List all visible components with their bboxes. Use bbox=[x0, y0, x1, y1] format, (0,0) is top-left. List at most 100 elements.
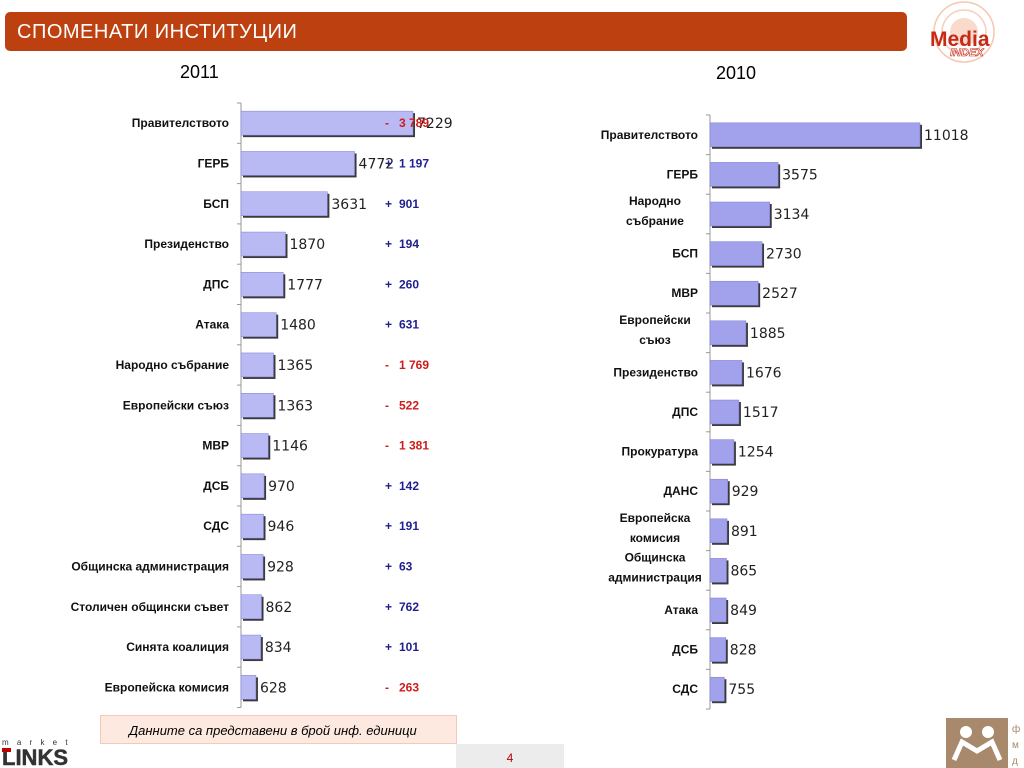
year-2011-label: 2011 bbox=[180, 62, 219, 82]
change-value: 1 769 bbox=[399, 358, 429, 372]
change-sign: - bbox=[385, 680, 389, 694]
bar-value-label: 862 bbox=[266, 600, 293, 616]
bar-value-label: 2527 bbox=[762, 286, 798, 302]
title-banner: СПОМЕНАТИ ИНСТИТУЦИИ bbox=[5, 12, 907, 51]
change-sign: - bbox=[385, 116, 389, 130]
bar bbox=[240, 513, 264, 539]
change-value: 194 bbox=[399, 237, 419, 251]
change-sign: + bbox=[385, 479, 392, 493]
change-value: 260 bbox=[399, 277, 419, 291]
svg-text:ф: ф bbox=[1012, 723, 1020, 735]
category-label: ДАНС bbox=[663, 484, 698, 498]
category-label: Атака bbox=[664, 603, 698, 617]
bar-value-label: 2730 bbox=[766, 247, 802, 263]
year-2010-label: 2010 bbox=[716, 63, 757, 83]
svg-text:м: м bbox=[1012, 740, 1019, 751]
change-value: 263 bbox=[399, 680, 419, 694]
category-label: ДСБ bbox=[203, 479, 229, 493]
footnote-box: Данните са представени в брой инф. едини… bbox=[100, 715, 457, 744]
category-label: Европейска комисия bbox=[105, 680, 229, 694]
category-label: ДСБ bbox=[672, 643, 698, 657]
category-label: Атака bbox=[195, 318, 229, 332]
bar-value-label: 834 bbox=[265, 640, 292, 656]
bar bbox=[709, 360, 743, 385]
chart-2010: 11018 Правителството 3575 ГЕРБ 3134 Народно съ… bbox=[601, 114, 969, 710]
category-label: Синята коалиция bbox=[126, 640, 229, 654]
bar-value-label: 865 bbox=[730, 563, 757, 579]
change-value: 101 bbox=[399, 640, 419, 654]
bar bbox=[240, 352, 274, 378]
bar-value-label: 828 bbox=[730, 643, 757, 659]
category-label: Президенство bbox=[144, 237, 229, 251]
category-label: Общинска bbox=[625, 550, 686, 564]
category-label: Европейска bbox=[620, 511, 691, 525]
change-sign: + bbox=[385, 237, 392, 251]
bar bbox=[240, 151, 355, 176]
svg-text:INDEX: INDEX bbox=[950, 47, 984, 59]
bar-value-label: 3134 bbox=[774, 207, 810, 223]
bar-value-label: 4772 bbox=[359, 156, 395, 172]
market-links-top-text: m a r k e t bbox=[2, 738, 71, 747]
bar-value-label: 946 bbox=[268, 519, 295, 535]
change-sign: + bbox=[385, 318, 392, 332]
category-label: Прокуратура bbox=[621, 445, 698, 459]
page-number-box: 4 bbox=[456, 744, 564, 768]
change-value: 63 bbox=[399, 559, 413, 573]
category-label: Народно събрание bbox=[116, 358, 230, 372]
category-label: СДС bbox=[672, 682, 698, 696]
bar bbox=[240, 433, 269, 458]
category-label: Общинска администрация bbox=[71, 559, 229, 573]
change-sign: + bbox=[385, 640, 392, 654]
category-label: БСП bbox=[672, 247, 698, 261]
bar-value-label: 755 bbox=[728, 682, 755, 698]
market-links-bottom-text: LINKS bbox=[2, 745, 68, 768]
bar bbox=[709, 558, 727, 583]
category-label: Правителството bbox=[601, 128, 698, 142]
category-label: БСП bbox=[203, 197, 229, 211]
change-sign: + bbox=[385, 519, 392, 533]
category-label: ГЕРБ bbox=[667, 167, 699, 181]
bar bbox=[709, 637, 727, 662]
bar-value-label: 1777 bbox=[287, 277, 323, 293]
page-number: 4 bbox=[506, 751, 514, 765]
bar-value-label: 1480 bbox=[280, 318, 316, 334]
bar bbox=[240, 634, 262, 660]
bar-value-label: 628 bbox=[260, 680, 287, 696]
bar bbox=[240, 312, 277, 337]
bar bbox=[709, 518, 728, 544]
bar-value-label: 1885 bbox=[750, 326, 786, 342]
bar-value-label: 849 bbox=[730, 603, 757, 619]
category-label: МВР bbox=[202, 439, 229, 453]
bar bbox=[709, 478, 728, 504]
bar bbox=[709, 597, 727, 623]
category-label: Столичен общински съвет bbox=[71, 600, 230, 614]
change-sign: + bbox=[385, 156, 392, 170]
bar bbox=[709, 241, 763, 266]
bar bbox=[709, 280, 759, 306]
change-sign: + bbox=[385, 197, 392, 211]
bar bbox=[240, 554, 264, 579]
bar-value-label: 928 bbox=[267, 559, 294, 575]
change-value: 631 bbox=[399, 318, 419, 332]
bar-value-label: 1146 bbox=[272, 439, 308, 455]
change-sign: + bbox=[385, 277, 392, 291]
bar bbox=[709, 439, 735, 464]
bar-value-label: 1517 bbox=[743, 405, 779, 421]
bar-value-label: 3575 bbox=[782, 167, 818, 183]
bar bbox=[240, 675, 257, 700]
bar-value-label: 929 bbox=[732, 484, 759, 500]
change-value: 191 bbox=[399, 519, 419, 533]
bar-value-label: 970 bbox=[268, 479, 295, 495]
svg-text:Media: Media bbox=[930, 28, 990, 51]
category-label: ДПС bbox=[203, 277, 229, 291]
category-label: администрация bbox=[608, 570, 701, 584]
change-sign: + bbox=[385, 559, 392, 573]
bar-value-label: 1254 bbox=[738, 445, 774, 461]
category-label: Европейски съюз bbox=[123, 398, 229, 412]
bar bbox=[240, 594, 262, 619]
change-value: 142 bbox=[399, 479, 419, 493]
market-links-logo: m a r k e t LINKS bbox=[2, 738, 71, 768]
svg-text:д: д bbox=[1012, 756, 1018, 767]
change-value: 522 bbox=[399, 398, 419, 412]
